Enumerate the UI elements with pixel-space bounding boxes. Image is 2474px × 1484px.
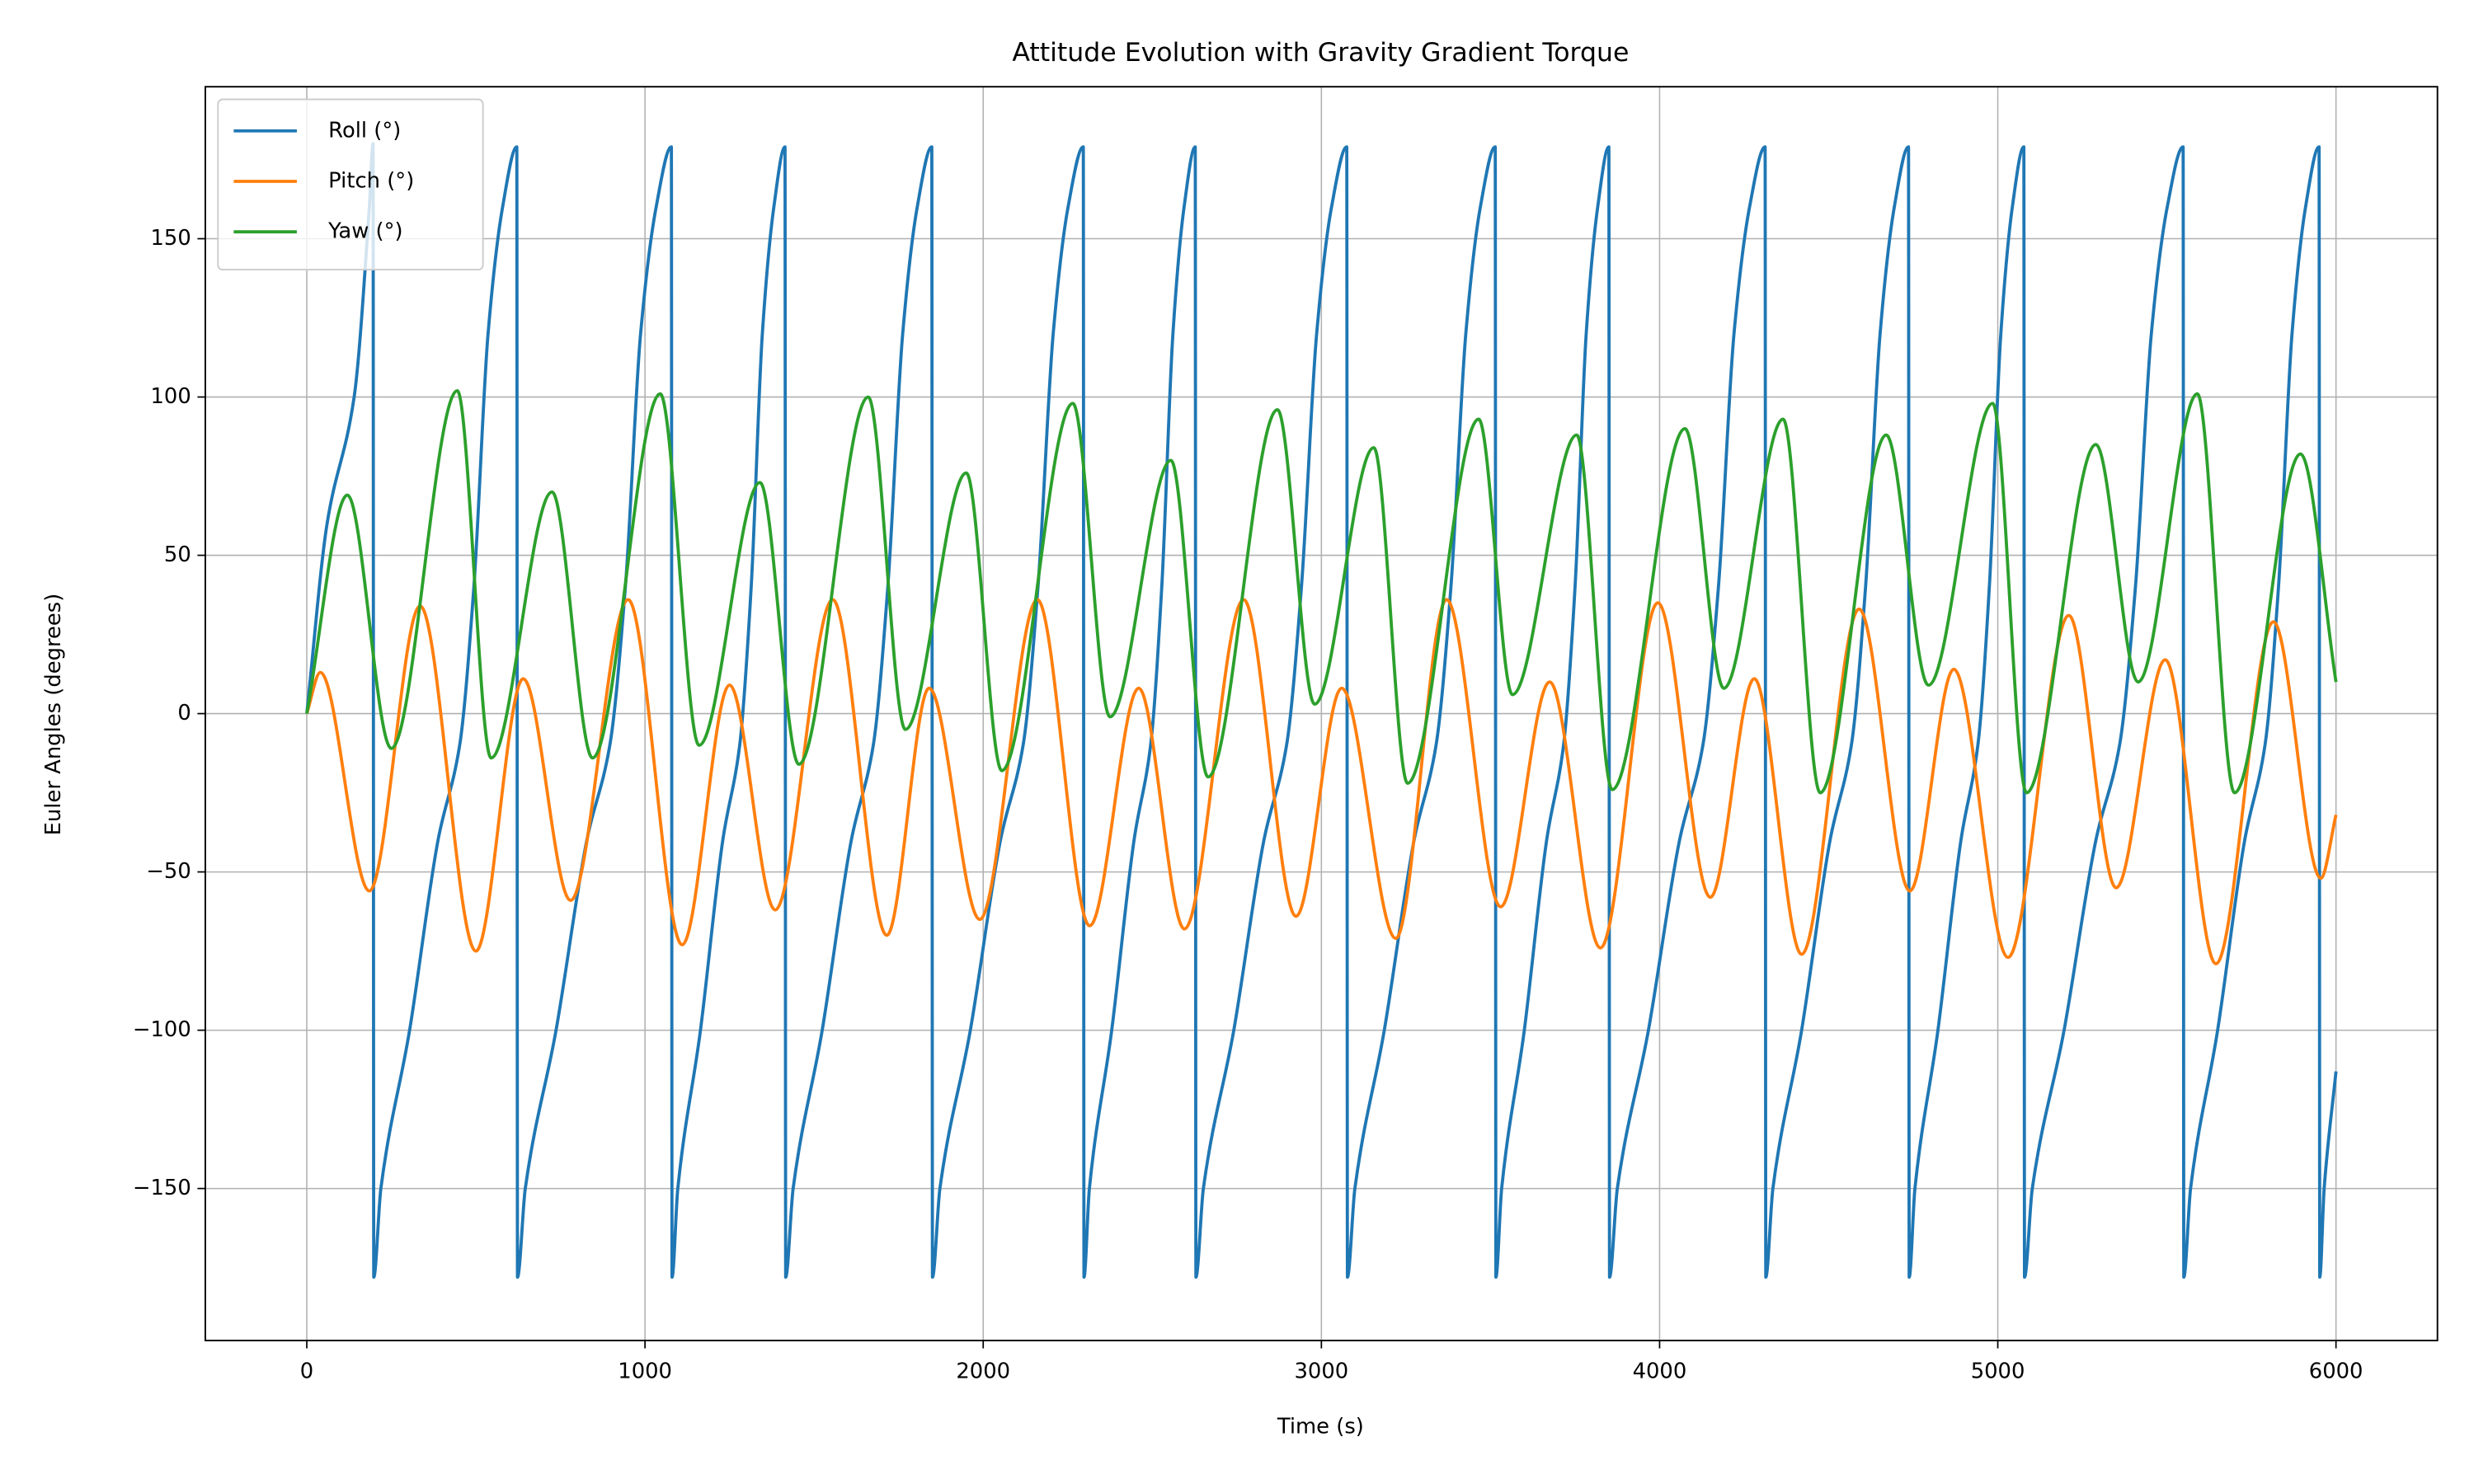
- x-tick-label: 3000: [1294, 1360, 1348, 1384]
- y-tick-label: −50: [146, 859, 190, 884]
- data-line: [305, 142, 2338, 1280]
- y-axis-label: Euler Angles (degrees): [41, 594, 66, 836]
- x-axis-label: Time (s): [1277, 1415, 1364, 1439]
- y-tick-label: 150: [150, 226, 190, 251]
- y-tick-label: 50: [164, 542, 191, 567]
- data-line: [305, 598, 2338, 965]
- y-tick-label: −150: [133, 1176, 191, 1200]
- x-tick-label: 5000: [1971, 1360, 2025, 1384]
- plot-frame: [205, 86, 2439, 1341]
- x-tick-label: 6000: [2309, 1360, 2363, 1384]
- y-tick-label: −100: [133, 1017, 191, 1042]
- x-tick-label: 0: [300, 1360, 313, 1384]
- chart-title: Attitude Evolution with Gravity Gradient…: [1012, 38, 1629, 68]
- x-tick-label: 1000: [618, 1360, 672, 1384]
- legend-box: [217, 98, 484, 271]
- x-tick-label: 4000: [1633, 1360, 1687, 1384]
- y-tick-label: 0: [177, 701, 190, 726]
- data-line: [305, 388, 2338, 795]
- y-tick-label: 100: [150, 384, 190, 409]
- legend-label: Yaw (°): [327, 219, 402, 244]
- legend-label: Roll (°): [328, 118, 401, 143]
- legend-label: Pitch (°): [328, 168, 414, 193]
- x-tick-label: 2000: [956, 1360, 1010, 1384]
